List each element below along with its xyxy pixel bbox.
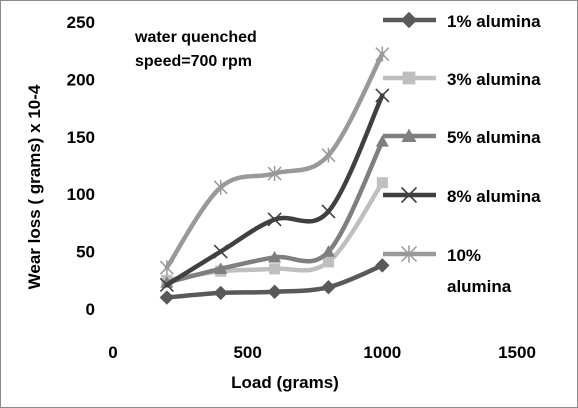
legend-label: alumina bbox=[447, 277, 512, 296]
data-point bbox=[159, 260, 174, 276]
series-line bbox=[164, 93, 385, 288]
data-point bbox=[159, 277, 174, 292]
x-tick-label: 0 bbox=[108, 343, 117, 362]
x-tick-label: 500 bbox=[233, 343, 261, 362]
data-point bbox=[321, 279, 336, 295]
legend-item-1pct-alumina: 1% alumina bbox=[383, 11, 541, 31]
legend-label: 1% alumina bbox=[447, 12, 541, 31]
x-axis-ticks: 0 500 1000 1500 bbox=[108, 343, 536, 362]
data-point bbox=[321, 204, 336, 219]
legend-item-5pct-alumina: 5% alumina bbox=[383, 128, 541, 147]
data-point bbox=[376, 177, 388, 189]
y-tick-label: 200 bbox=[67, 70, 95, 89]
series-line bbox=[164, 139, 385, 285]
legend-marker bbox=[400, 11, 418, 29]
data-point bbox=[213, 179, 228, 195]
annotation-line: water quenched bbox=[134, 29, 257, 46]
legend-marker bbox=[400, 186, 418, 204]
y-tick-label: 0 bbox=[86, 300, 95, 319]
y-tick-label: 250 bbox=[67, 13, 95, 32]
data-point bbox=[321, 147, 336, 163]
data-point bbox=[159, 290, 175, 305]
legend: 1% alumina 3% alumina 5% alumina 8% alumina… bbox=[383, 11, 541, 296]
x-axis-title: Load (grams) bbox=[231, 373, 339, 392]
data-point bbox=[268, 250, 282, 263]
y-tick-label: 50 bbox=[76, 243, 95, 262]
data-point bbox=[321, 245, 335, 257]
y-axis-title: Wear loss ( grams) x 10-4 bbox=[25, 84, 44, 289]
series-8pct-alumina bbox=[159, 88, 390, 292]
y-tick-label: 150 bbox=[67, 128, 95, 147]
legend-marker bbox=[400, 245, 418, 263]
data-point bbox=[375, 258, 390, 273]
x-tick-label: 1000 bbox=[363, 343, 401, 362]
data-point bbox=[269, 263, 281, 275]
data-point bbox=[267, 166, 282, 182]
data-point bbox=[213, 285, 228, 301]
legend-label: 5% alumina bbox=[447, 128, 541, 147]
series-group bbox=[159, 46, 390, 305]
series-1pct-alumina bbox=[159, 258, 390, 305]
legend-label: 8% alumina bbox=[447, 187, 541, 206]
legend-label: 10% bbox=[447, 246, 481, 265]
y-tick-label: 100 bbox=[67, 185, 95, 204]
legend-item-8pct-alumina: 8% alumina bbox=[383, 186, 541, 206]
legend-label: 3% alumina bbox=[447, 70, 541, 89]
series-10pct-alumina bbox=[159, 46, 390, 276]
data-point bbox=[214, 262, 228, 275]
legend-item-10pct-alumina: 10% alumina bbox=[383, 245, 512, 296]
data-point bbox=[375, 88, 390, 103]
y-axis-ticks: 0 50 100 150 200 250 bbox=[67, 13, 95, 319]
data-point bbox=[322, 256, 334, 268]
legend-marker bbox=[402, 71, 416, 85]
data-point bbox=[213, 244, 228, 259]
data-point bbox=[267, 284, 282, 299]
legend-item-3pct-alumina: 3% alumina bbox=[383, 70, 541, 89]
data-point bbox=[375, 134, 389, 147]
x-tick-label: 1500 bbox=[498, 343, 536, 362]
data-point bbox=[267, 212, 282, 227]
annotation-text: water quenched speed=700 rpm bbox=[134, 29, 257, 70]
legend-marker bbox=[401, 128, 417, 142]
data-point bbox=[375, 46, 390, 62]
annotation-line: speed=700 rpm bbox=[135, 53, 252, 70]
